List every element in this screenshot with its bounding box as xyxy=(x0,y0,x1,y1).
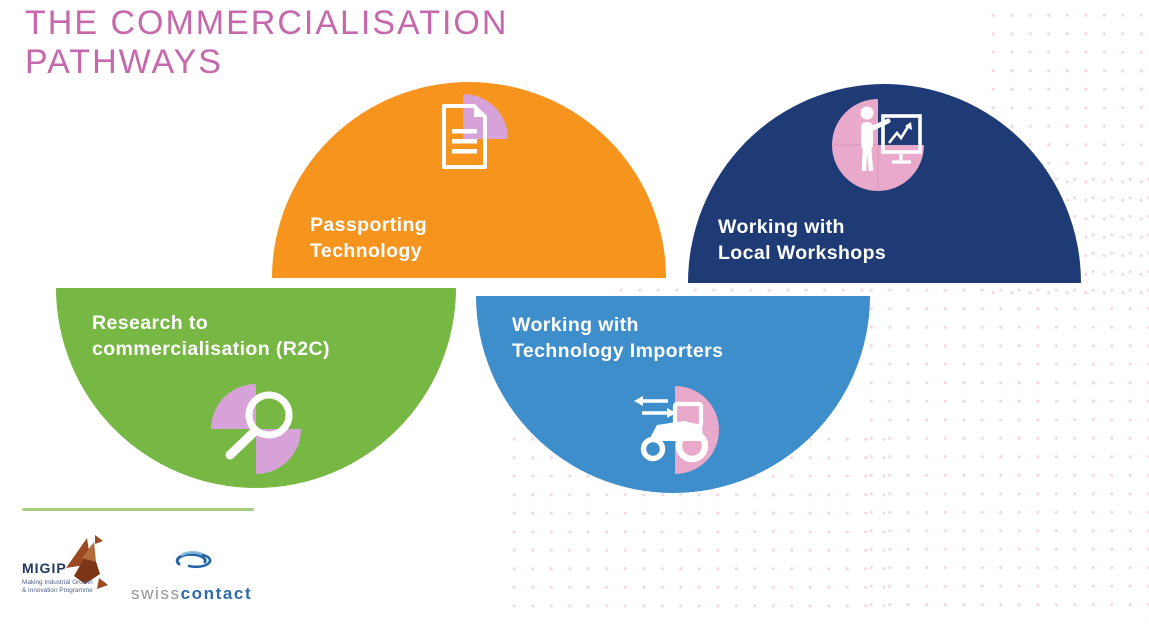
swisscontact-word-contact: contact xyxy=(180,584,253,603)
tractor-import-icon xyxy=(628,384,724,476)
pathway-label-line2: Technology xyxy=(310,240,422,262)
page-title-line2: PATHWAYS xyxy=(25,43,223,81)
pathway-label: Research to commercialisation (R2C) xyxy=(92,310,330,362)
swisscontact-wordmark: swisscontact xyxy=(131,584,252,604)
pathway-label-line1: Working with xyxy=(718,216,845,238)
migip-tagline-line2: & Innovation Programme xyxy=(22,586,93,594)
pathway-label-line1: Working with xyxy=(512,314,639,336)
migip-tagline-line1: Making Industrial Growth xyxy=(22,579,93,586)
pathway-label-line2: Local Workshops xyxy=(718,242,887,264)
migip-bird-icon xyxy=(64,532,114,599)
pathway-label: Working with Technology Importers xyxy=(512,312,723,364)
pathway-research-to-commercialisation: Research to commercialisation (R2C) xyxy=(56,288,456,488)
migip-name: MIGIP xyxy=(22,560,67,576)
page-title-line1: THE COMMERCIALISATION xyxy=(25,4,509,42)
pathway-technology-importers: Working with Technology Importers xyxy=(476,296,870,493)
swisscontact-swirl-icon xyxy=(169,548,213,577)
presentation-trainer-icon xyxy=(831,96,931,192)
page-title: THE COMMERCIALISATION PATHWAYS xyxy=(25,4,508,82)
migip-tagline: Making Industrial Growth & Innovation Pr… xyxy=(22,579,93,594)
pathway-label-line2: commercialisation (R2C) xyxy=(92,338,330,360)
pathway-label-line1: Passporting xyxy=(310,214,428,236)
pathway-passporting-technology: Passporting Technology xyxy=(272,82,666,278)
magnifier-icon xyxy=(205,382,307,477)
document-icon xyxy=(436,92,514,172)
swisscontact-word-swiss: swiss xyxy=(131,584,181,603)
footer-logos: MIGIP Making Industrial Growth & Innovat… xyxy=(0,528,400,618)
pathway-label: Working with Local Workshops xyxy=(718,214,886,266)
divider-line xyxy=(22,508,254,511)
pathway-label-line2: Technology Importers xyxy=(512,340,724,362)
pathway-label-line1: Research to xyxy=(92,312,209,334)
pathway-label: Passporting Technology xyxy=(310,212,427,264)
